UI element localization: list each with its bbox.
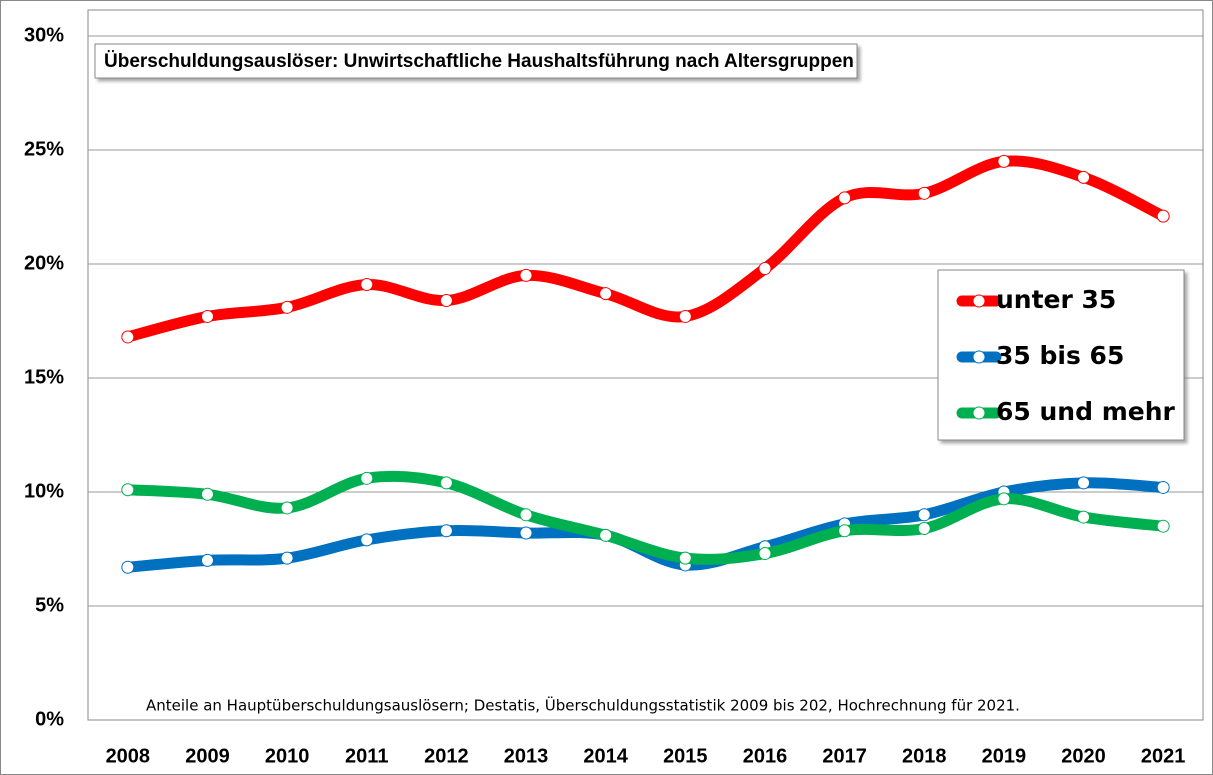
x-tick-label: 2021	[1141, 745, 1186, 767]
x-tick-label: 2017	[822, 745, 867, 767]
title-box	[94, 43, 858, 79]
y-tick-label: 5%	[35, 594, 64, 616]
legend-label: unter 35	[996, 285, 1116, 314]
x-tick-label: 2013	[504, 745, 549, 767]
annotation: Anteile an Hauptüberschuldungsauslösern;…	[146, 696, 1020, 715]
data-point	[200, 553, 214, 567]
data-point	[997, 154, 1011, 168]
data-point	[1077, 510, 1091, 524]
x-tick-label: 2015	[663, 745, 708, 767]
y-tick-label: 30%	[24, 24, 64, 46]
y-tick-label: 0%	[35, 708, 64, 730]
legend-marker	[972, 406, 986, 420]
legend-label: 35 bis 65	[996, 341, 1124, 370]
y-tick-label: 10%	[24, 480, 64, 502]
chart-title: Überschuldungsauslöser: Unwirtschaftlich…	[104, 51, 854, 72]
data-point	[121, 330, 135, 344]
x-tick-label: 2020	[1061, 745, 1106, 767]
data-point	[678, 309, 692, 323]
data-point	[1156, 519, 1170, 533]
data-point	[280, 501, 294, 515]
data-point	[758, 262, 772, 276]
data-point	[1156, 209, 1170, 223]
x-tick-label: 2018	[902, 745, 947, 767]
data-point	[519, 268, 533, 282]
x-tick-label: 2008	[106, 745, 151, 767]
data-point	[519, 508, 533, 522]
data-point	[1077, 476, 1091, 490]
y-tick-label: 15%	[24, 366, 64, 388]
data-point	[360, 471, 374, 485]
data-point	[1156, 480, 1170, 494]
data-point	[121, 560, 135, 574]
data-point	[439, 293, 453, 307]
data-point	[997, 492, 1011, 506]
data-point	[280, 300, 294, 314]
y-tick-label: 20%	[24, 252, 64, 274]
data-point	[838, 191, 852, 205]
legend-label: 65 und mehr	[996, 397, 1175, 426]
data-point	[439, 524, 453, 538]
x-tick-label: 2016	[743, 745, 788, 767]
data-point	[200, 487, 214, 501]
data-point	[280, 551, 294, 565]
data-point	[917, 508, 931, 522]
data-point	[917, 186, 931, 200]
data-point	[121, 483, 135, 497]
data-point	[519, 526, 533, 540]
series-line	[122, 155, 1169, 343]
legend-marker	[972, 350, 986, 364]
data-point	[360, 533, 374, 547]
legend-marker	[972, 294, 986, 308]
x-tick-label: 2011	[345, 745, 388, 767]
data-point	[200, 309, 214, 323]
data-point	[360, 278, 374, 292]
x-tick-label: 2012	[424, 745, 469, 767]
x-tick-label: 2014	[583, 745, 628, 767]
x-tick-label: 2009	[185, 745, 230, 767]
data-point	[838, 524, 852, 538]
y-tick-label: 25%	[24, 138, 64, 160]
series-line	[122, 470, 1169, 565]
data-point	[678, 551, 692, 565]
data-point	[1077, 170, 1091, 184]
x-tick-label: 2010	[265, 745, 310, 767]
data-point	[599, 528, 613, 542]
data-point	[439, 476, 453, 490]
plot-frame	[87, 9, 1204, 721]
data-point	[917, 521, 931, 535]
data-point	[599, 287, 613, 301]
data-point	[758, 547, 772, 561]
x-tick-label: 2019	[982, 745, 1027, 767]
